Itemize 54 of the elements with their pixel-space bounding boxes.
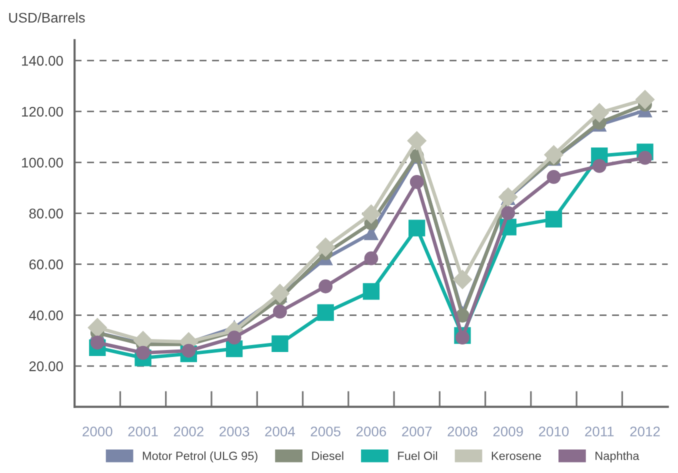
point <box>452 270 472 290</box>
point <box>638 150 652 165</box>
x-tick-label: 2002 <box>174 426 204 436</box>
legend-label: Motor Petrol (ULG 95) <box>142 451 258 462</box>
x-tick-label: 2008 <box>448 426 478 436</box>
point <box>182 344 196 358</box>
point <box>408 220 426 236</box>
point <box>362 283 380 300</box>
x-tick-label: 2007 <box>402 426 432 436</box>
point <box>407 131 426 150</box>
x-tick-label: 2004 <box>265 426 295 436</box>
point <box>272 335 288 352</box>
point <box>544 145 564 164</box>
point <box>501 206 516 220</box>
point <box>272 304 287 319</box>
point <box>410 175 424 189</box>
legend-label: Fuel Oil <box>398 451 438 460</box>
point <box>364 251 378 266</box>
x-tick-label: 2005 <box>310 426 340 436</box>
x-tick-label: 2003 <box>220 426 250 436</box>
point <box>546 170 561 184</box>
point <box>88 318 107 338</box>
point <box>270 284 290 304</box>
y-tick-label: 140.00 <box>22 56 63 66</box>
x-tick-label: 2009 <box>493 426 523 436</box>
y-tick-label: 80.00 <box>29 208 63 218</box>
point <box>318 279 333 294</box>
x-tick-label: 2001 <box>128 426 158 436</box>
y-tick-label: 100.00 <box>22 158 63 168</box>
point <box>545 210 562 228</box>
legend-label: Naphtha <box>596 451 640 462</box>
x-tick-label: 2010 <box>538 426 569 436</box>
point <box>456 330 470 344</box>
point <box>590 103 609 122</box>
point <box>316 238 336 257</box>
point <box>136 346 150 360</box>
y-tick-label: 60.00 <box>29 260 63 270</box>
legend-label: Kerosene <box>492 452 541 460</box>
legend-label: Diesel <box>312 451 344 460</box>
y-tick-label: 120.00 <box>22 106 63 117</box>
point <box>90 336 104 350</box>
y-tick-label: 20.00 <box>29 361 63 372</box>
x-tick-label: 2006 <box>356 426 386 436</box>
point <box>592 159 606 173</box>
point <box>317 304 334 321</box>
x-tick-label: 2011 <box>585 426 614 436</box>
x-tick-label: 2000 <box>82 426 112 436</box>
point <box>227 330 242 344</box>
point <box>498 187 518 207</box>
x-tick-label: 2012 <box>630 426 660 436</box>
y-axis-title: USD/Barrels <box>9 12 85 23</box>
y-tick-label: 40.00 <box>29 310 63 320</box>
point <box>362 204 381 224</box>
point <box>635 90 655 110</box>
